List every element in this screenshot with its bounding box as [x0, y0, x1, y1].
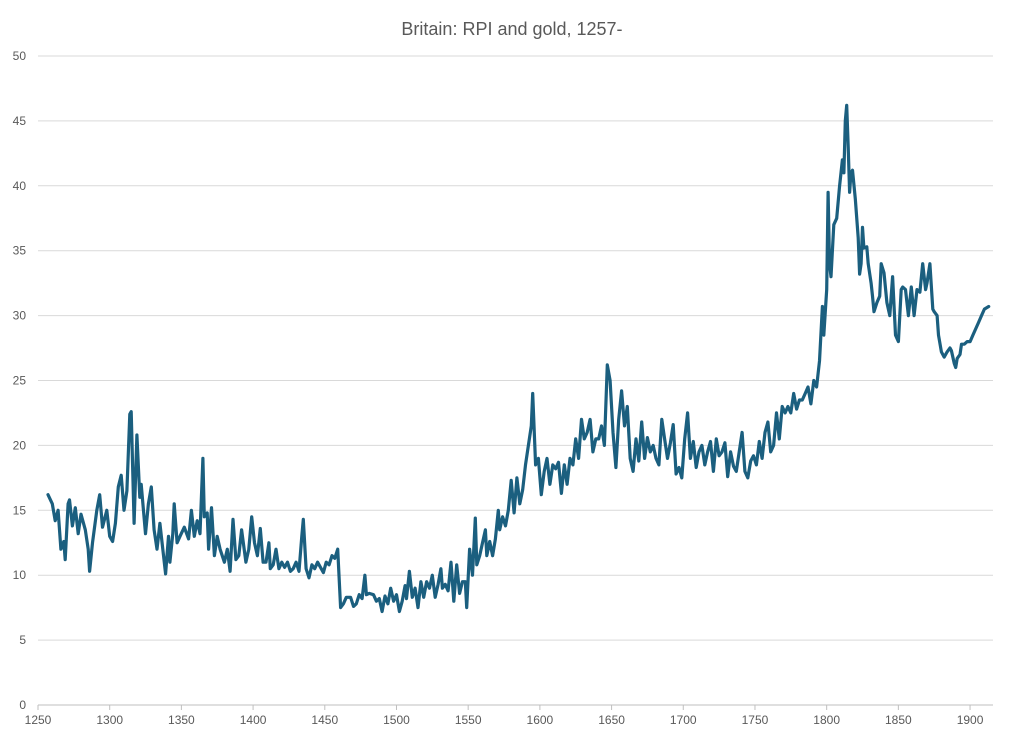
x-tick-label: 1650	[598, 713, 625, 727]
x-tick-label: 1350	[168, 713, 195, 727]
x-tick-label: 1400	[240, 713, 267, 727]
x-tick-label: 1500	[383, 713, 410, 727]
y-tick-label: 15	[13, 503, 27, 517]
x-tick-label: 1700	[670, 713, 697, 727]
y-tick-label: 50	[13, 49, 27, 63]
y-tick-label: 0	[19, 698, 26, 712]
x-tick-label: 1900	[957, 713, 984, 727]
y-tick-label: 10	[13, 568, 27, 582]
y-tick-label: 20	[13, 438, 27, 452]
y-tick-label: 40	[13, 179, 27, 193]
y-axis-ticks: 0 5 10 15 20 25 30 35 40 45 50	[13, 49, 27, 712]
data-points	[47, 105, 989, 612]
x-tick-label: 1250	[25, 713, 52, 727]
y-tick-label: 35	[13, 244, 27, 258]
x-tick-label: 1750	[742, 713, 769, 727]
y-tick-label: 45	[13, 114, 27, 128]
y-tick-label: 5	[19, 633, 26, 647]
x-tick-label: 1550	[455, 713, 482, 727]
series-line-rpi-gold	[46, 103, 991, 614]
x-tick-label: 1300	[96, 713, 123, 727]
x-tick-label: 1600	[527, 713, 554, 727]
x-tick-label: 1850	[885, 713, 912, 727]
y-tick-label: 30	[13, 309, 27, 323]
x-axis-ticks: 1250 1300 1350 1400 1450 1500 1550 1600 1650 1700…	[25, 705, 984, 727]
y-tick-label: 25	[13, 374, 27, 388]
x-tick-label: 1800	[813, 713, 840, 727]
chart-title: Britain: RPI and gold, 1257-	[401, 19, 622, 39]
x-tick-label: 1450	[311, 713, 338, 727]
gridlines	[38, 55, 993, 706]
